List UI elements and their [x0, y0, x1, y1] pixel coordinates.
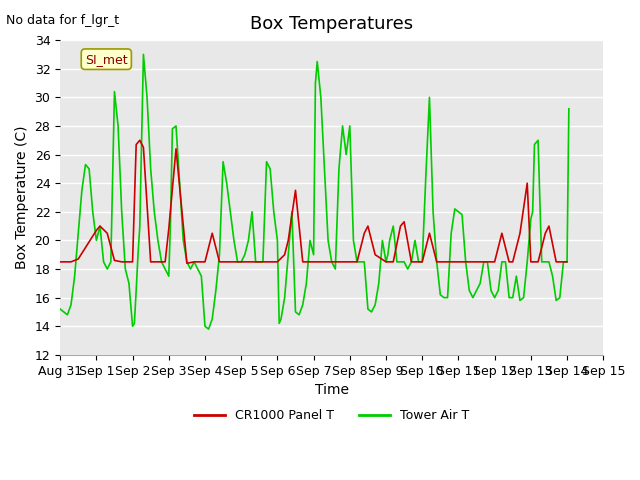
Legend: CR1000 Panel T, Tower Air T: CR1000 Panel T, Tower Air T — [189, 404, 475, 427]
Y-axis label: Box Temperature (C): Box Temperature (C) — [15, 126, 29, 269]
Text: No data for f_lgr_t: No data for f_lgr_t — [6, 14, 120, 27]
Text: SI_met: SI_met — [85, 53, 127, 66]
X-axis label: Time: Time — [315, 383, 349, 397]
Title: Box Temperatures: Box Temperatures — [250, 15, 413, 33]
